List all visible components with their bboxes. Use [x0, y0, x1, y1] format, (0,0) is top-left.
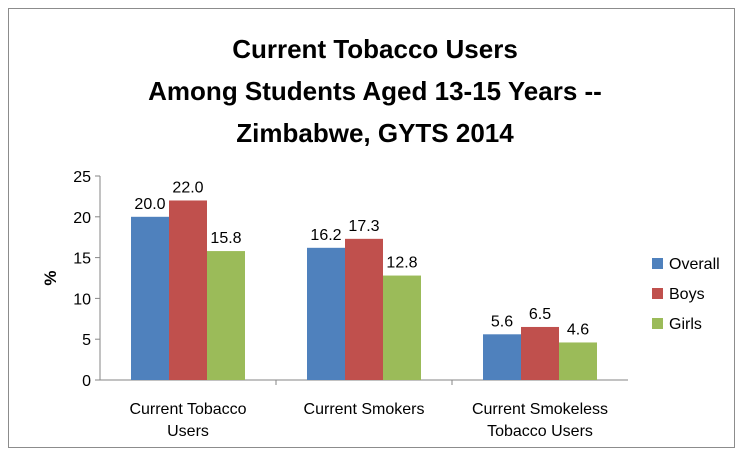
- data-label: 15.8: [210, 230, 241, 247]
- bar-girls: [559, 342, 597, 380]
- legend-swatch-girls: [652, 318, 663, 329]
- x-category-label: Current Smokers: [304, 401, 425, 418]
- data-label: 17.3: [348, 218, 379, 235]
- legend-label-overall: Overall: [669, 256, 720, 273]
- legend-label-girls: Girls: [669, 316, 702, 333]
- legend-label-boys: Boys: [669, 286, 705, 303]
- data-label: 6.5: [529, 306, 551, 323]
- x-category-label: Tobacco Users: [487, 423, 593, 440]
- chart-title-line: Current Tobacco Users: [232, 34, 518, 64]
- bar-boys: [169, 200, 207, 380]
- y-tick-label: 15: [73, 251, 91, 268]
- bar-boys: [345, 238, 383, 380]
- chart-title-line: Zimbabwe, GYTS 2014: [236, 118, 514, 148]
- data-label: 20.0: [134, 196, 165, 213]
- bar-overall: [307, 247, 345, 380]
- data-label: 22.0: [172, 179, 203, 196]
- legend-swatch-boys: [652, 288, 663, 299]
- bar-overall: [483, 334, 521, 380]
- y-tick-label: 5: [82, 332, 91, 349]
- chart-title-line: Among Students Aged 13-15 Years --: [148, 76, 602, 106]
- y-tick-label: 0: [82, 373, 91, 390]
- data-label: 12.8: [386, 255, 417, 272]
- data-label: 5.6: [491, 313, 513, 330]
- bar-boys: [521, 326, 559, 380]
- y-tick-label: 25: [73, 169, 91, 186]
- x-category-label: Current Smokeless: [472, 401, 608, 418]
- bar-overall: [131, 216, 169, 380]
- bar-girls: [383, 275, 421, 380]
- legend-swatch-overall: [652, 258, 663, 269]
- bar-girls: [207, 251, 245, 380]
- x-category-label: Current Tobacco: [129, 401, 246, 418]
- x-category-label: Users: [167, 423, 209, 440]
- data-label: 4.6: [567, 321, 589, 338]
- y-tick-label: 10: [73, 291, 91, 308]
- y-axis-label: %: [41, 270, 60, 285]
- data-label: 16.2: [310, 227, 341, 244]
- y-tick-label: 20: [73, 210, 91, 227]
